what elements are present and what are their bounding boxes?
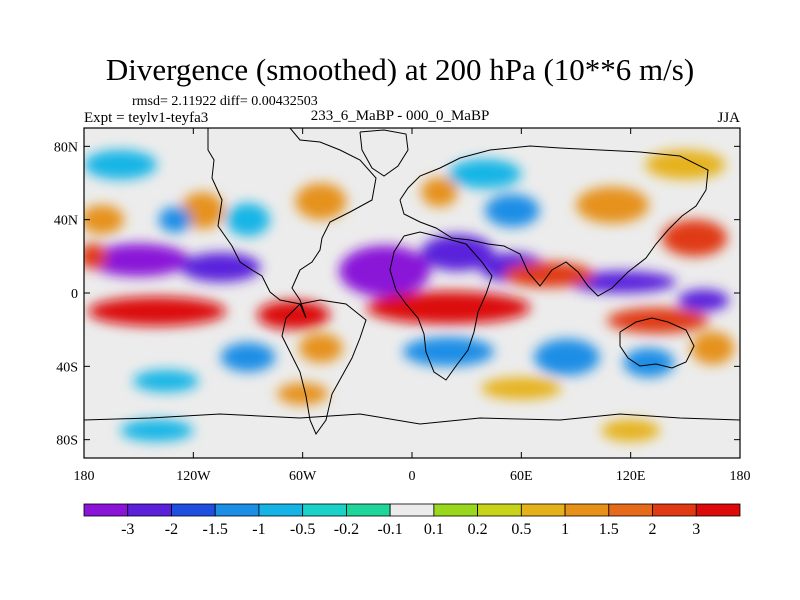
- y-tick-label-0: 80N: [54, 140, 78, 155]
- field-anomaly-14: [84, 205, 125, 235]
- colorbar-label-2: -1.5: [203, 521, 228, 538]
- colorbar-swatch-8: [433, 503, 479, 517]
- field-layer: [84, 150, 735, 442]
- colorbar-swatch-3: [214, 503, 260, 517]
- field-anomaly-35: [421, 177, 458, 207]
- x-tick-label-0: 180: [74, 469, 95, 484]
- colorbar-swatch-12: [608, 503, 653, 517]
- north-america-outline: [207, 128, 377, 319]
- field-anomaly-21: [448, 159, 522, 189]
- colorbar-label-6: -0.1: [377, 521, 402, 538]
- field-anomaly-29: [133, 370, 199, 392]
- south-america-outline: [281, 299, 367, 436]
- field-anomaly-23: [299, 333, 343, 363]
- field-anomaly-34: [645, 150, 726, 180]
- field-anomaly-10: [366, 291, 531, 325]
- antarctica-outline: [84, 413, 740, 425]
- australia-outline: [619, 317, 695, 369]
- colorbar-swatch-13: [652, 503, 697, 517]
- colorbar-label-8: 0.2: [468, 521, 488, 538]
- field-anomaly-27: [690, 331, 735, 365]
- season-label: JJA: [717, 110, 740, 126]
- period-label: 233_6_MaBP - 000_0_MaBP: [310, 108, 490, 124]
- colorbar-label-3: -1: [252, 521, 265, 538]
- colorbar-swatch-14: [695, 503, 741, 517]
- colorbar-swatch-7: [389, 503, 435, 517]
- field-anomaly-6: [678, 289, 730, 312]
- x-tick-label-4: 60E: [510, 469, 533, 484]
- field-anomaly-25: [534, 338, 600, 376]
- axis-layer: 180 120W 60W 0 60E 120E 180 80N 40N 0 40S 80S: [54, 128, 751, 484]
- stats-label: rmsd= 2.11922 diff= 0.00432503: [132, 94, 318, 109]
- chart-title: Divergence (smoothed) at 200 hPa (10**6 …: [105, 52, 695, 87]
- x-tick-label-5: 120E: [616, 469, 646, 484]
- colorbar-swatch-9: [477, 503, 522, 517]
- field-anomaly-12: [606, 307, 710, 334]
- field-anomaly-28: [277, 382, 329, 405]
- field-anomaly-26: [623, 348, 675, 378]
- colorbar-swatch-4: [258, 503, 304, 517]
- field-anomaly-7: [87, 296, 227, 327]
- field-anomaly-31: [120, 419, 194, 442]
- field-anomaly-5: [566, 271, 677, 293]
- continent-outlines: [84, 128, 740, 436]
- colorbar-swatch-10: [520, 503, 566, 517]
- colorbar-swatch-5: [302, 503, 347, 517]
- colorbar: -3 -2 -1.5 -1 -0.5 -0.2 -0.1 0.1 0.2 0.5 1 1.5 2 3: [83, 503, 741, 538]
- field-anomaly-16: [295, 183, 347, 220]
- colorbar-swatch-0: [83, 503, 129, 517]
- colorbar-label-13: 3: [692, 521, 700, 538]
- y-tick-label-3: 40S: [56, 360, 78, 375]
- plot-area: [83, 127, 741, 459]
- colorbar-label-9: 0.5: [511, 521, 531, 538]
- field-anomaly-1: [180, 252, 261, 282]
- africa-outline: [389, 231, 493, 381]
- y-tick-label-1: 40N: [54, 214, 78, 229]
- field-anomaly-32: [601, 419, 660, 442]
- x-tick-label-3: 0: [409, 469, 416, 484]
- field-anomaly-8: [84, 243, 108, 270]
- field-anomaly-20: [484, 194, 540, 227]
- colorbar-label-1: -2: [165, 521, 178, 538]
- field-anomaly-19: [226, 203, 270, 237]
- colorbar-swatch-1: [127, 503, 172, 517]
- colorbar-swatch-11: [564, 503, 610, 517]
- x-tick-label-2: 60W: [289, 469, 317, 484]
- y-tick-label-4: 80S: [56, 434, 78, 449]
- x-tick-label-1: 120W: [176, 469, 211, 484]
- colorbar-label-12: 2: [649, 521, 657, 538]
- colorbar-label-10: 1: [561, 521, 569, 538]
- field-anomaly-9: [257, 300, 330, 330]
- colorbar-label-11: 1.5: [599, 521, 619, 538]
- y-tick-label-2: 0: [71, 287, 78, 302]
- field-anomaly-3: [421, 234, 494, 271]
- field-anomaly-18: [158, 206, 192, 233]
- colorbar-label-7: 0.1: [424, 521, 444, 538]
- field-anomaly-13: [661, 219, 728, 257]
- experiment-label: Expt = teylv1-teyfa3: [84, 110, 209, 126]
- field-anomaly-33: [84, 150, 157, 180]
- field-anomaly-30: [481, 377, 562, 400]
- colorbar-swatch-2: [171, 503, 216, 517]
- colorbar-swatch-6: [345, 503, 391, 517]
- colorbar-label-0: -3: [121, 521, 134, 538]
- x-tick-label-6: 180: [730, 469, 751, 484]
- field-anomaly-2: [339, 245, 431, 297]
- greenland-outline: [359, 129, 409, 177]
- colorbar-label-5: -0.2: [334, 521, 359, 538]
- field-anomaly-24: [402, 337, 495, 367]
- field-anomaly-0: [87, 243, 190, 277]
- field-anomaly-22: [220, 342, 276, 372]
- field-anomaly-17: [576, 186, 649, 224]
- eurasia-outline: [399, 145, 709, 297]
- colorbar-label-4: -0.5: [290, 521, 315, 538]
